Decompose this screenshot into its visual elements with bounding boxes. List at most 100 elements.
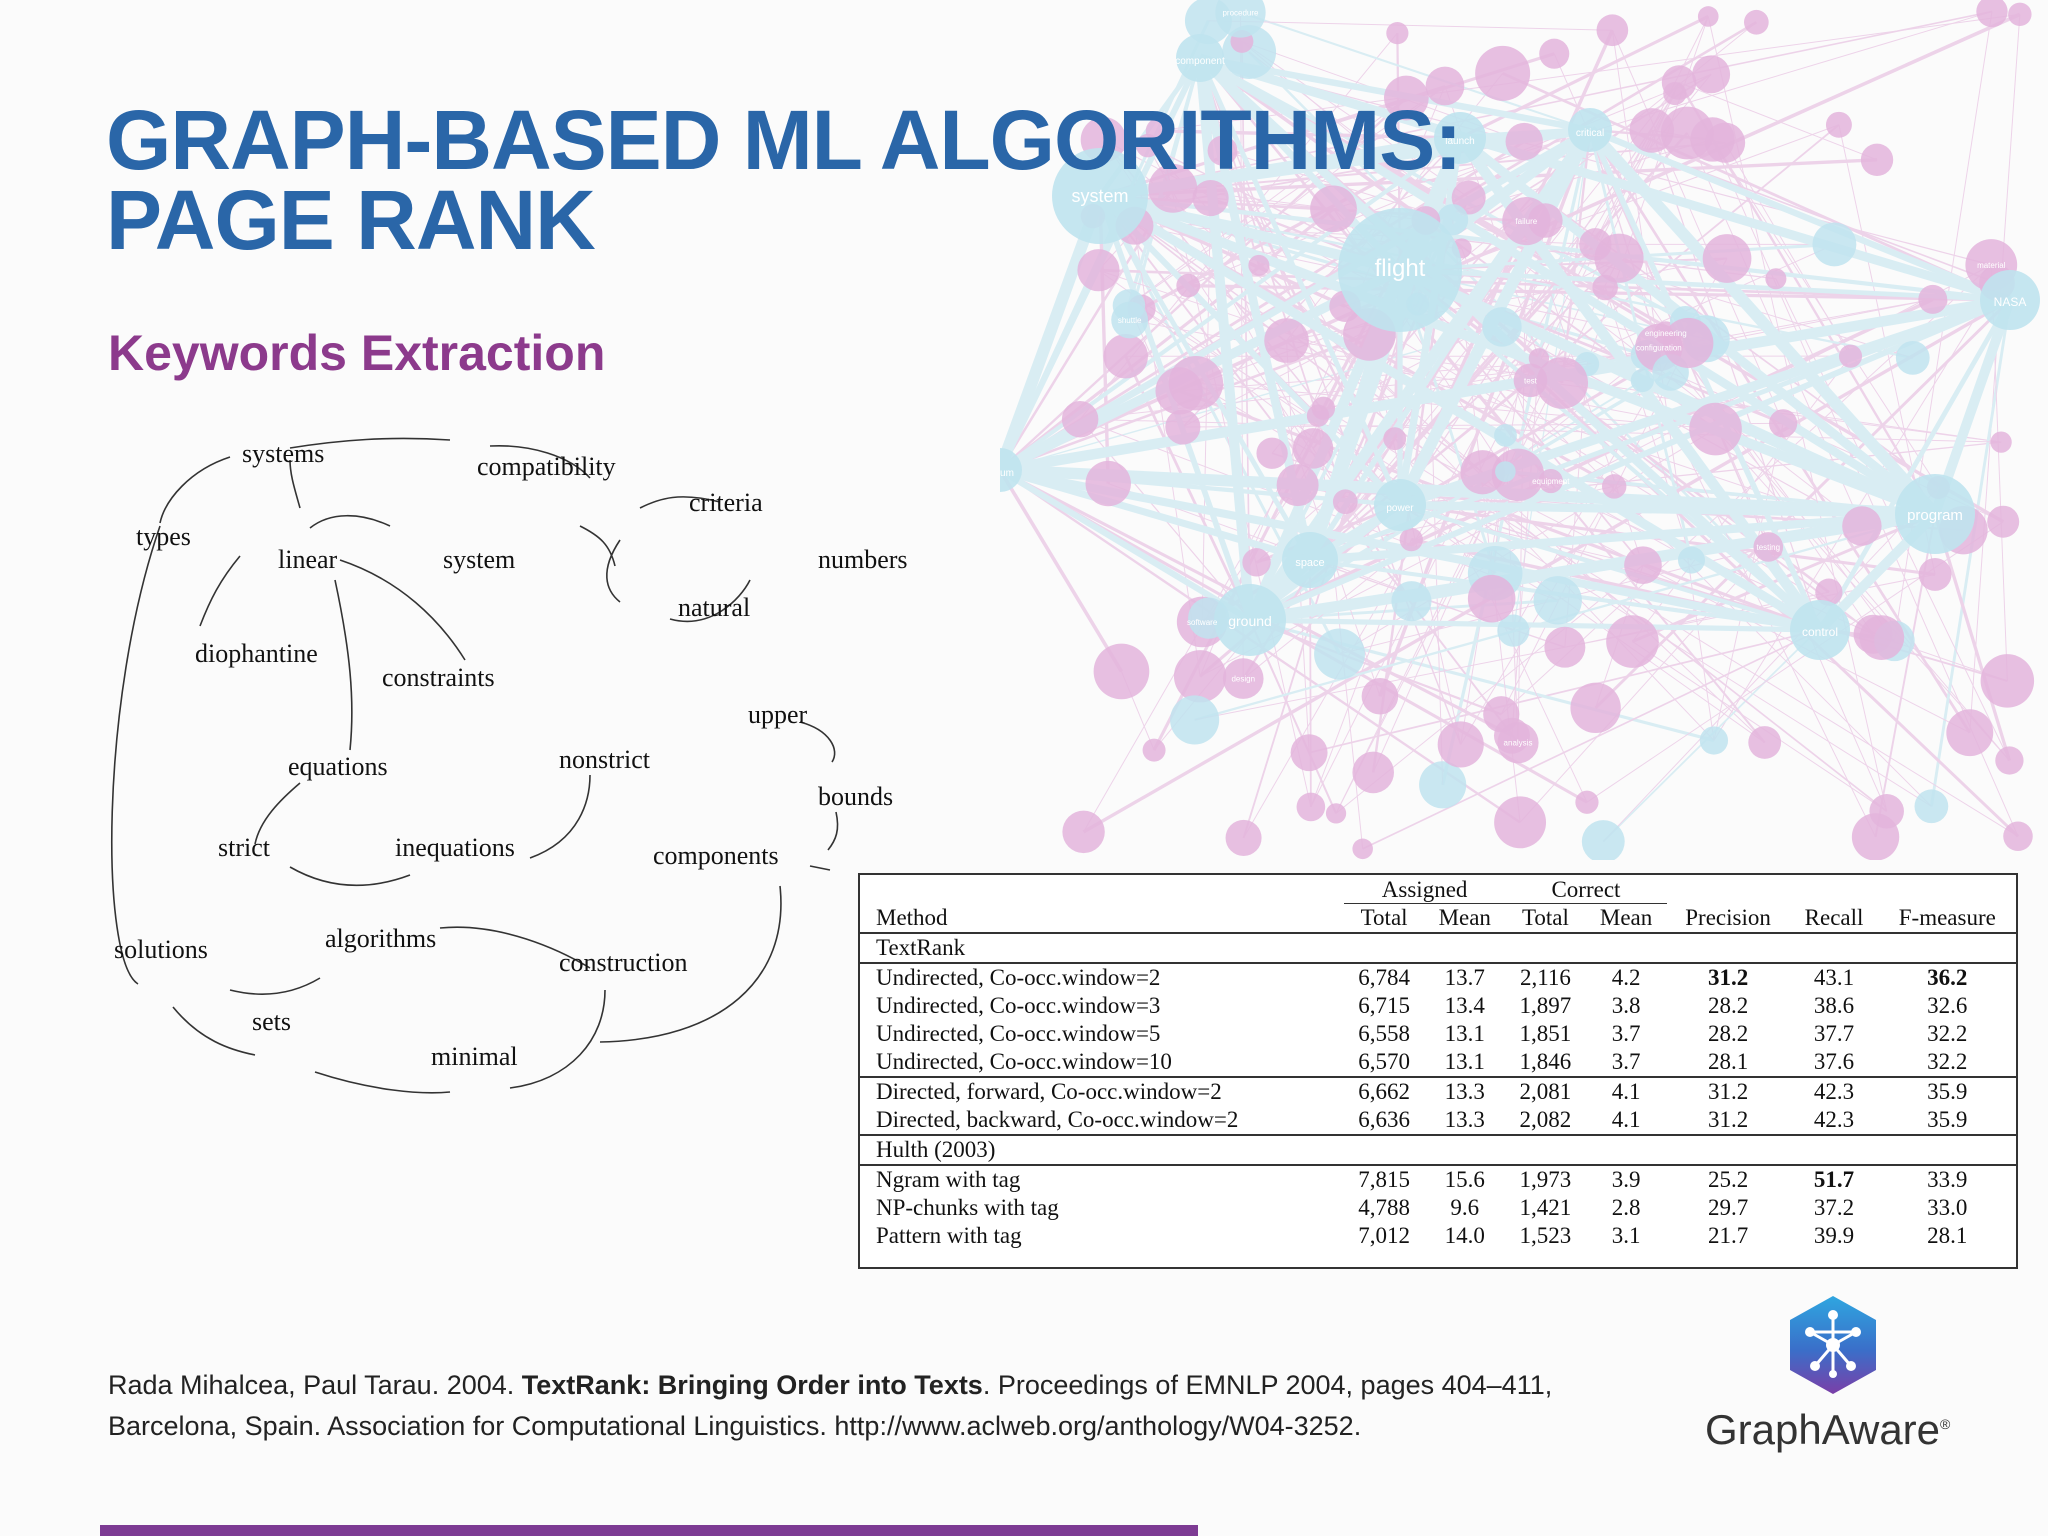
network-edge bbox=[1519, 546, 1769, 823]
network-edge bbox=[1249, 508, 1936, 626]
network-node bbox=[1256, 437, 1288, 469]
network-edge bbox=[1000, 466, 1311, 564]
cell: 25.2 bbox=[1707, 1167, 1749, 1192]
network-hub-node bbox=[1214, 584, 1286, 656]
network-node bbox=[1142, 738, 1166, 762]
network-hub-node bbox=[1282, 532, 1338, 588]
network-node bbox=[1222, 658, 1264, 699]
network-node bbox=[1995, 746, 2024, 775]
network-node bbox=[1624, 546, 1662, 585]
cell: 4.2 bbox=[1611, 965, 1641, 990]
node-construction: construction bbox=[559, 948, 688, 977]
network-node bbox=[1207, 135, 1238, 166]
page-title: GRAPH-BASED ML ALGORITHMS: PAGE RANK bbox=[106, 98, 1462, 262]
network-node bbox=[1544, 626, 1586, 668]
col-assigned-total: Total bbox=[1360, 905, 1408, 930]
network-node-label: design bbox=[1231, 675, 1255, 684]
network-node bbox=[1689, 402, 1742, 456]
network-node bbox=[1744, 9, 1769, 35]
network-hub-node bbox=[1434, 112, 1486, 164]
network-node bbox=[1170, 695, 1220, 745]
network-node bbox=[1505, 122, 1543, 161]
network-hub-label: launch bbox=[1445, 136, 1474, 147]
cell: 1,523 bbox=[1519, 1223, 1572, 1248]
network-hub-label: program bbox=[1907, 507, 1963, 524]
network-node bbox=[1399, 527, 1423, 552]
network-hub-label: space bbox=[1295, 557, 1324, 569]
network-edge bbox=[1460, 486, 1615, 745]
cell: 3.9 bbox=[1611, 1167, 1641, 1192]
cell: 21.7 bbox=[1707, 1223, 1749, 1248]
network-hub-node bbox=[1052, 148, 1148, 244]
network-hub-node bbox=[1790, 600, 1850, 660]
col-assigned-mean: Mean bbox=[1438, 905, 1491, 930]
network-hub-node bbox=[1338, 208, 1462, 332]
network-node bbox=[1895, 340, 1930, 375]
network-node bbox=[1314, 628, 1365, 680]
network-node bbox=[1859, 615, 1905, 660]
cell: 35.9 bbox=[1878, 1076, 2016, 1106]
cell-best-f-measure: 36.2 bbox=[1927, 965, 1968, 990]
network-nodes: flight system program NASA launch component gr… bbox=[1000, 0, 2040, 860]
network-hub-label: critical bbox=[1576, 128, 1604, 139]
network-node bbox=[1361, 677, 1399, 715]
cell: 6,662 bbox=[1343, 1076, 1425, 1106]
network-edge bbox=[1459, 15, 1709, 140]
logo-registered-mark: ® bbox=[1940, 1416, 1951, 1432]
network-node bbox=[1165, 409, 1201, 445]
table-row: Directed, backward, Co-occ.window=2 6,63… bbox=[860, 1106, 2016, 1135]
results-table: Assigned Correct Method Total Mean Total… bbox=[860, 875, 2016, 1250]
cell: 35.9 bbox=[1927, 1107, 1968, 1132]
network-edge bbox=[1323, 407, 2019, 837]
table-header-columns: Method Total Mean Total Mean Precision R… bbox=[860, 904, 2016, 934]
network-edge bbox=[1715, 428, 2010, 761]
cell: 6,570 bbox=[1358, 1049, 1410, 1074]
network-node-label: configuration bbox=[1636, 343, 1682, 352]
node-equations: equations bbox=[288, 752, 388, 781]
logo-name: GraphAware bbox=[1705, 1406, 1941, 1453]
cell: 1,851 bbox=[1519, 1021, 1572, 1046]
network-node bbox=[1352, 751, 1394, 794]
table-row: Ngram with tag 7,815 15.6 1,973 3.9 25.2… bbox=[860, 1165, 2016, 1194]
network-node bbox=[1677, 546, 1705, 574]
network-node-label: software bbox=[1187, 618, 1218, 627]
cell: 2,082 bbox=[1519, 1107, 1572, 1132]
network-node-label: testing bbox=[1756, 543, 1780, 552]
network-node bbox=[1383, 427, 1407, 451]
network-hub-label: datum bbox=[1000, 468, 1014, 479]
network-node bbox=[1077, 249, 1120, 292]
network-node-label: material bbox=[1977, 261, 2006, 270]
network-edge bbox=[1208, 20, 1613, 31]
network-node bbox=[1502, 197, 1551, 246]
network-edge bbox=[1082, 298, 2011, 834]
cell: 15.6 bbox=[1444, 1167, 1485, 1192]
network-edge bbox=[1399, 502, 1821, 633]
network-node bbox=[1581, 820, 1625, 860]
cell: 6,715 bbox=[1358, 993, 1410, 1018]
network-edge bbox=[1199, 57, 1992, 266]
cell: 43.1 bbox=[1813, 965, 1855, 990]
network-node bbox=[1475, 45, 1531, 101]
network-node bbox=[1753, 532, 1784, 562]
network-node bbox=[1061, 400, 1099, 438]
cell: 33.9 bbox=[1927, 1167, 1968, 1192]
node-components: components bbox=[653, 841, 779, 870]
network-hub-node bbox=[1568, 108, 1612, 152]
network-hub-node bbox=[1000, 448, 1022, 492]
network-node bbox=[1860, 143, 1894, 177]
cell: 3.1 bbox=[1611, 1223, 1641, 1248]
cell: 3.8 bbox=[1611, 993, 1641, 1018]
network-edge bbox=[1969, 14, 2021, 733]
header-assigned: Assigned bbox=[1343, 875, 1506, 904]
cell: 13.7 bbox=[1444, 965, 1485, 990]
network-edge bbox=[1000, 193, 1106, 473]
network-node bbox=[1332, 489, 1358, 515]
section-row-textrank: TextRank bbox=[860, 932, 2016, 964]
cell: 29.7 bbox=[1707, 1195, 1749, 1220]
col-recall: Recall bbox=[1804, 904, 1864, 930]
cell-method: Directed, forward, Co-occ.window=2 bbox=[860, 1076, 1344, 1106]
network-node bbox=[1825, 111, 1852, 138]
network-node bbox=[1594, 233, 1644, 283]
network-node bbox=[1538, 468, 1563, 494]
cell: 3.7 bbox=[1611, 1049, 1641, 1074]
